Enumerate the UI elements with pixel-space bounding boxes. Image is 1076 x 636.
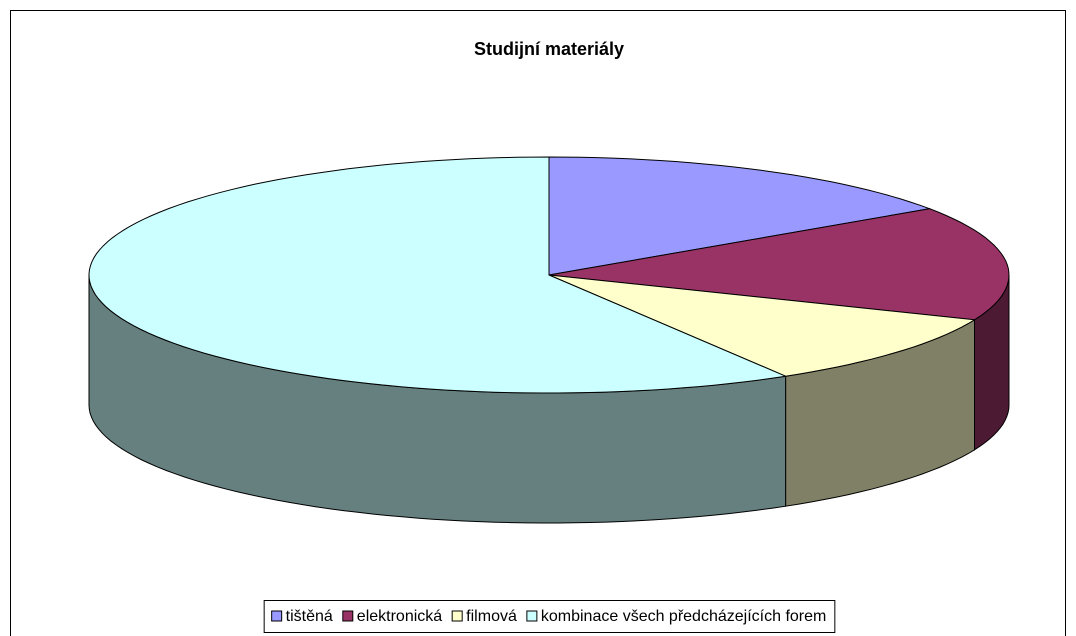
legend-label: filmová (466, 608, 517, 625)
pie-slice (548, 208, 1010, 321)
pie-slice (548, 156, 932, 276)
pie-slice (548, 274, 977, 377)
chart-title: Studijní materiály (474, 39, 624, 59)
legend-swatch (451, 610, 463, 622)
legend-label: kombinace všech předcházejících forem (541, 608, 826, 625)
legend-swatch (342, 610, 354, 622)
legend-box (263, 600, 836, 633)
legend-label: elektronická (357, 608, 442, 625)
legend-swatch (271, 610, 283, 622)
pie-slice (88, 156, 788, 394)
legend: tištěná elektronická filmová kombinace všec… (263, 600, 836, 633)
legend-label: tištěná (286, 608, 333, 625)
legend-swatch (526, 610, 538, 622)
